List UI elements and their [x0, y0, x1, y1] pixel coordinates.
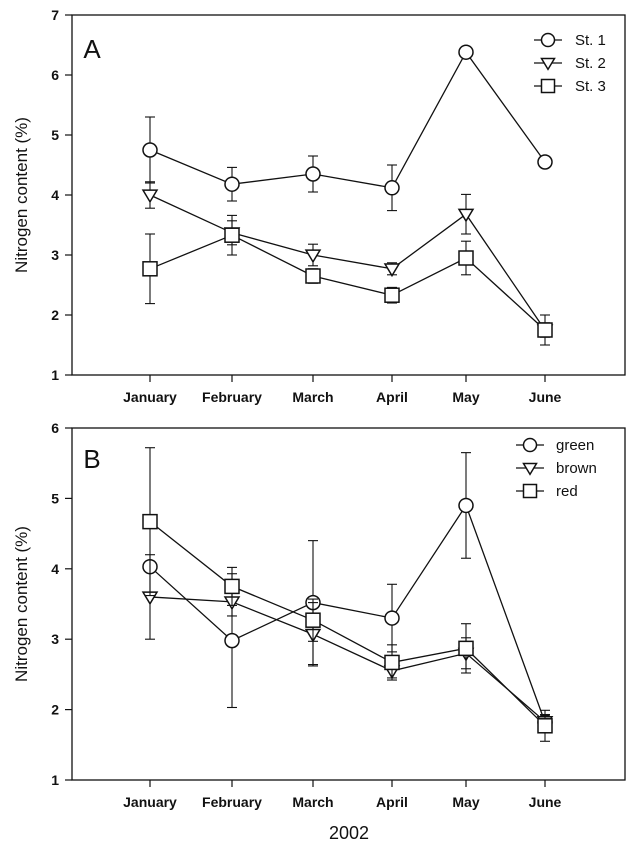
y-axis-label: Nitrogen content (%) [12, 117, 31, 273]
data-point [384, 654, 400, 671]
series-st-1 [142, 44, 553, 212]
data-point [224, 227, 240, 243]
data-point [384, 287, 400, 303]
panel-letter: A [83, 34, 101, 64]
y-tick-label: 3 [51, 247, 59, 263]
x-tick-label: February [202, 794, 262, 810]
legend-marker [540, 57, 556, 71]
x-tick-label: April [376, 389, 408, 405]
data-point [305, 166, 321, 182]
x-tick-label: June [529, 389, 562, 405]
series-line [149, 194, 546, 331]
series-brown [141, 554, 554, 730]
data-point [141, 189, 159, 204]
legend-label: green [556, 437, 594, 454]
y-tick-label: 6 [51, 420, 59, 436]
x-tick-label: June [529, 794, 562, 810]
data-point [458, 497, 474, 514]
x-tick-label: March [292, 794, 333, 810]
x-tick-label: May [452, 794, 479, 810]
data-point [224, 632, 240, 649]
y-tick-label: 2 [51, 702, 59, 718]
data-point [458, 640, 474, 657]
y-tick-label: 3 [51, 631, 59, 647]
data-point [537, 154, 553, 170]
legend-marker [522, 483, 538, 499]
x-tick-label: March [292, 389, 333, 405]
y-tick-label: 2 [51, 307, 59, 323]
data-point [224, 176, 240, 192]
y-axis-label: Nitrogen content (%) [12, 526, 31, 682]
plot-frame [71, 427, 626, 781]
series-line [149, 596, 546, 723]
data-point [305, 268, 321, 284]
panel-a: 1 2 3 4 5 6 7 January February March April May June N… [12, 7, 626, 405]
data-point [304, 249, 322, 264]
y-tick-label: 7 [51, 7, 59, 23]
data-point [305, 612, 321, 628]
legend-label: St. 1 [575, 32, 606, 49]
series-st-3 [142, 214, 553, 346]
data-point [224, 578, 240, 595]
panel-letter: B [83, 444, 100, 474]
series-line [149, 504, 546, 723]
data-point [537, 322, 553, 338]
x-tick-label: May [452, 389, 479, 405]
data-point [457, 208, 475, 223]
legend-entry: St. 3 [534, 78, 606, 95]
legend-marker [540, 32, 556, 48]
data-point [142, 513, 158, 530]
data-point [142, 261, 158, 277]
legend-entry: brown [516, 460, 597, 477]
series-line [149, 521, 546, 727]
legend-label: St. 3 [575, 78, 606, 95]
data-point [537, 718, 553, 734]
series-red [142, 447, 553, 742]
series-line [149, 50, 546, 189]
x-tick-label: April [376, 794, 408, 810]
legend-entry: red [516, 483, 578, 500]
series-line [149, 234, 546, 331]
legend-entry: St. 1 [534, 32, 606, 49]
legend-marker [540, 78, 556, 94]
y-tick-label: 1 [51, 367, 59, 383]
legend-entry: green [516, 437, 594, 454]
shared-xlabel: 2002 [329, 823, 369, 843]
y-tick-label: 5 [51, 490, 59, 506]
data-point [142, 142, 158, 158]
legend-label: brown [556, 460, 597, 477]
x-tick-label: January [123, 389, 177, 405]
y-tick-label: 6 [51, 67, 59, 83]
data-point [384, 180, 400, 196]
legend-marker [522, 437, 538, 453]
legend-entry: St. 2 [534, 55, 606, 72]
legend-label: red [556, 483, 578, 500]
series-green [142, 452, 553, 731]
data-point [458, 250, 474, 266]
data-point [383, 263, 401, 278]
x-tick-label: February [202, 389, 262, 405]
legend-marker [522, 462, 538, 476]
data-point [384, 610, 400, 626]
y-tick-label: 5 [51, 127, 59, 143]
y-tick-label: 4 [51, 187, 59, 203]
x-tick-label: January [123, 794, 177, 810]
y-tick-label: 4 [51, 561, 59, 577]
data-point [458, 44, 474, 60]
y-tick-label: 1 [51, 772, 59, 788]
series-st-2 [141, 181, 554, 339]
legend-label: St. 2 [575, 55, 606, 72]
panel-b: 1 2 3 4 5 6 January February March April May June Ni… [12, 420, 626, 810]
